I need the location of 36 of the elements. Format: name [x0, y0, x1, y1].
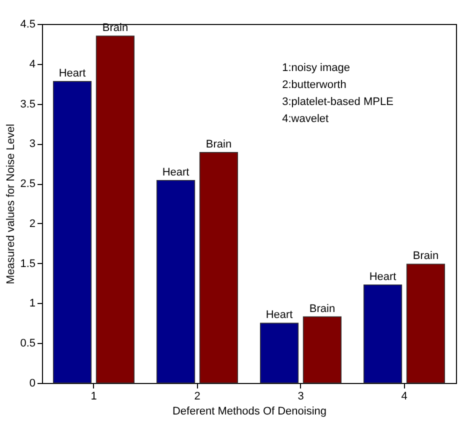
y-tick-label: 4.5	[20, 18, 36, 30]
y-axis-title: Measured values for Noise Level	[5, 124, 18, 284]
text: Brain	[309, 302, 336, 315]
x-tick-label: 4	[401, 390, 408, 402]
y-tick-label: 0.5	[20, 338, 36, 350]
y-tick-label: 2	[29, 218, 36, 230]
annotation: 1:noisy image	[282, 62, 350, 74]
x-tick-label: 2	[194, 390, 200, 402]
bar	[302, 316, 342, 384]
x-tick-label: 3	[298, 390, 304, 402]
annotation: 2:butterworth	[282, 79, 346, 91]
bar	[52, 81, 92, 384]
text: Brain	[412, 250, 439, 262]
y-tick-label: 1.5	[20, 258, 36, 270]
y-tick-label: 4	[29, 58, 36, 70]
text: Heart	[266, 309, 293, 322]
series-label: Brain	[102, 22, 128, 34]
y-tick-label: 3	[29, 138, 36, 150]
annotation: 4:wavelet	[282, 113, 329, 125]
text: Heart	[162, 166, 190, 178]
text: Brain	[206, 138, 232, 150]
series-label: Heart	[58, 67, 86, 80]
x-axis-title: Deferent Methods Of Denoising	[172, 406, 327, 418]
bar	[96, 36, 135, 384]
bar	[156, 180, 196, 384]
y-tick-label: 1	[29, 298, 36, 310]
x-tick-label: 1	[90, 390, 97, 402]
bar	[406, 264, 446, 384]
y-tick-label: 3.5	[20, 98, 36, 110]
annotation: 3:platelet-based MPLE	[282, 96, 394, 108]
text: Heart	[369, 270, 396, 283]
bar	[199, 152, 238, 384]
y-tick-label: 2.5	[20, 178, 36, 190]
bar	[363, 284, 402, 384]
y-tick-label: 0	[29, 378, 36, 390]
bar	[260, 322, 299, 384]
